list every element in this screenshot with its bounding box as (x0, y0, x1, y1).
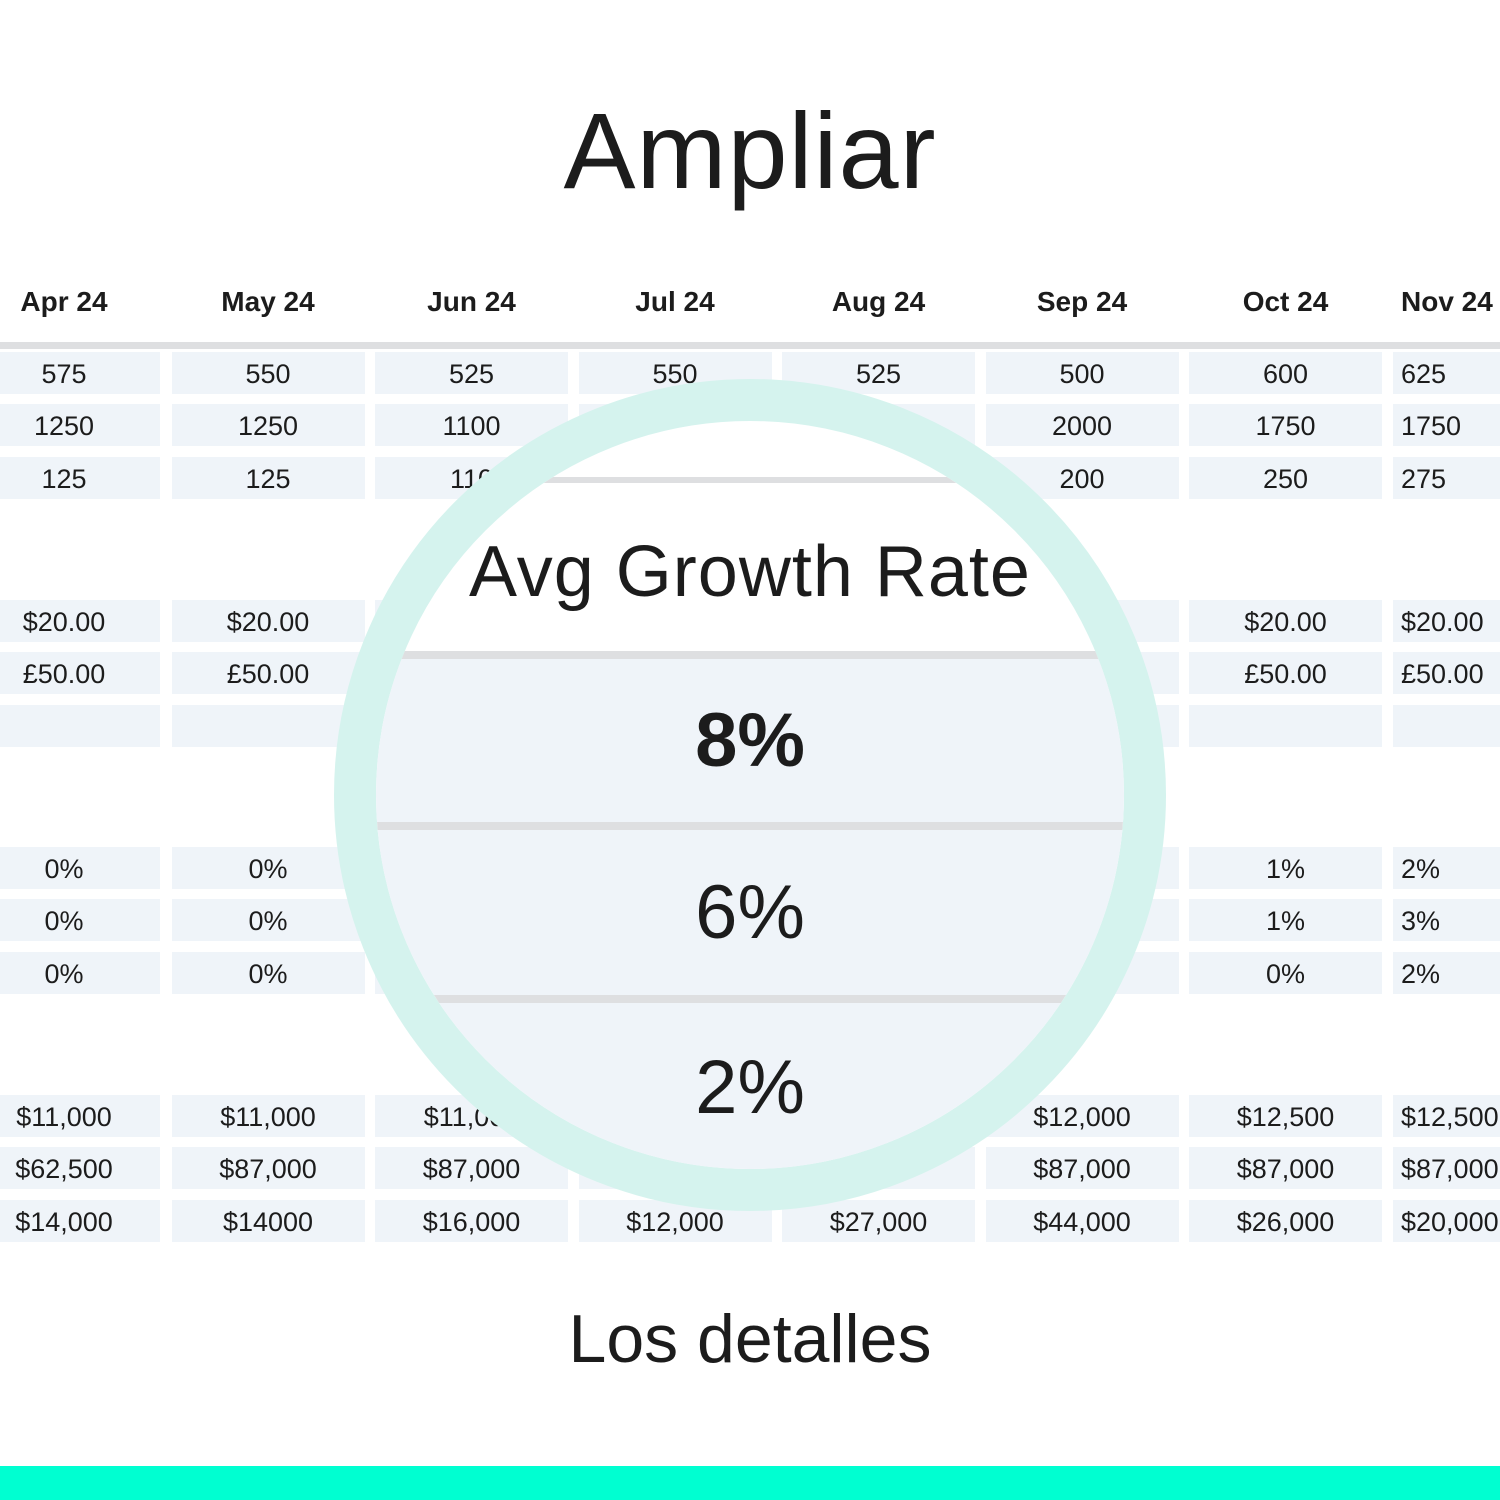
table-cell: 125 (171, 457, 365, 499)
header-divider (0, 342, 1500, 349)
table-cell: $11,000 (0, 1095, 160, 1137)
table-cell: 250 (1189, 457, 1382, 499)
table-cell: $87,000 (1393, 1147, 1500, 1189)
column-header: May 24 (221, 286, 315, 317)
table-cell: 1100 (375, 404, 568, 446)
table-cell (1393, 705, 1500, 747)
table-cell: 600 (1189, 352, 1382, 394)
column-header: Jul 24 (635, 286, 715, 317)
table-cell: $14000 (171, 1200, 365, 1242)
zoom-divider (376, 651, 1124, 659)
table-cell: 0% (0, 952, 160, 994)
table-cell: 2% (1393, 952, 1500, 994)
table-cell: 2000 (985, 404, 1179, 446)
table-cell: 1750 (1393, 404, 1500, 446)
table-cell: 0% (1189, 952, 1382, 994)
table-cell: $20.00 (1189, 600, 1382, 642)
table-cell: $26,000 (1189, 1200, 1382, 1242)
table-cell: 0% (0, 899, 160, 941)
column-header: Oct 24 (1242, 286, 1329, 317)
table-cell: 275 (1393, 457, 1500, 499)
table-cell: 0% (0, 847, 160, 889)
zoom-heading: Avg Growth Rate (469, 532, 1031, 612)
table-cell: 1% (1189, 899, 1382, 941)
table-cell: 125 (0, 457, 160, 499)
table-cell (0, 705, 160, 747)
magnifier-lens: Avg Growth Rate 8% 6% 2% (334, 379, 1166, 1211)
table-cell: £50.00 (171, 652, 365, 694)
column-header: Sep 24 (1036, 286, 1128, 317)
accent-bar (0, 1466, 1500, 1500)
table-cell: 525 (375, 352, 568, 394)
table-cell: $87,000 (171, 1147, 365, 1189)
table-cell: 1% (1189, 847, 1382, 889)
table-cell: $20,000 (1393, 1200, 1500, 1242)
table-cell: £50.00 (1393, 652, 1500, 694)
table-cell: $20.00 (1393, 600, 1500, 642)
table-cell: £50.00 (0, 652, 160, 694)
zoom-divider (376, 995, 1124, 1003)
table-cell: 550 (171, 352, 365, 394)
table-cell: 1250 (171, 404, 365, 446)
table-cell: $16,000 (375, 1200, 568, 1242)
table-cell: $87,000 (1189, 1147, 1382, 1189)
table-cell: $12,500 (1189, 1095, 1382, 1137)
table-cell: 2% (1393, 847, 1500, 889)
table-cell: 500 (985, 352, 1179, 394)
zoom-divider (376, 822, 1124, 830)
column-header: Jun 24 (427, 286, 516, 317)
zoom-divider (376, 477, 1124, 483)
column-header: Apr 24 (20, 286, 108, 317)
table-cell (171, 705, 365, 747)
table-cell: $27,000 (782, 1200, 975, 1242)
page-title: Ampliar (563, 90, 937, 211)
table-cell: 3% (1393, 899, 1500, 941)
section-subtitle: Los detalles (568, 1301, 932, 1377)
table-cell: $11,000 (171, 1095, 365, 1137)
zoom-value: 8% (376, 659, 1124, 822)
table-cell: 625 (1393, 352, 1500, 394)
table-cell: $14,000 (0, 1200, 160, 1242)
table-cell (1189, 705, 1382, 747)
zoom-value: 6% (376, 830, 1124, 995)
table-cell: 0% (171, 952, 365, 994)
table-cell: $12,500 (1393, 1095, 1500, 1137)
table-cell: $20.00 (171, 600, 365, 642)
table-cell: 575 (0, 352, 160, 394)
zoom-value: 2% (376, 1003, 1124, 1169)
table-cell: $44,000 (985, 1200, 1179, 1242)
table-cell: 0% (171, 899, 365, 941)
table-cell: 1250 (0, 404, 160, 446)
column-header: Nov 24 (1401, 286, 1493, 317)
column-header: Aug 24 (831, 286, 926, 317)
table-cell: £50.00 (1189, 652, 1382, 694)
table-cell: $20.00 (0, 600, 160, 642)
table-cell: 0% (171, 847, 365, 889)
table-cell: $62,500 (0, 1147, 160, 1189)
table-cell: 1750 (1189, 404, 1382, 446)
